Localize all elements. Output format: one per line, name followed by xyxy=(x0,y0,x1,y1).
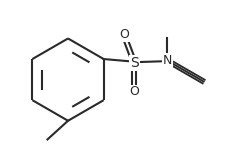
Text: N: N xyxy=(163,54,172,67)
Text: O: O xyxy=(129,85,139,98)
Text: S: S xyxy=(130,56,139,70)
Text: O: O xyxy=(119,28,129,41)
